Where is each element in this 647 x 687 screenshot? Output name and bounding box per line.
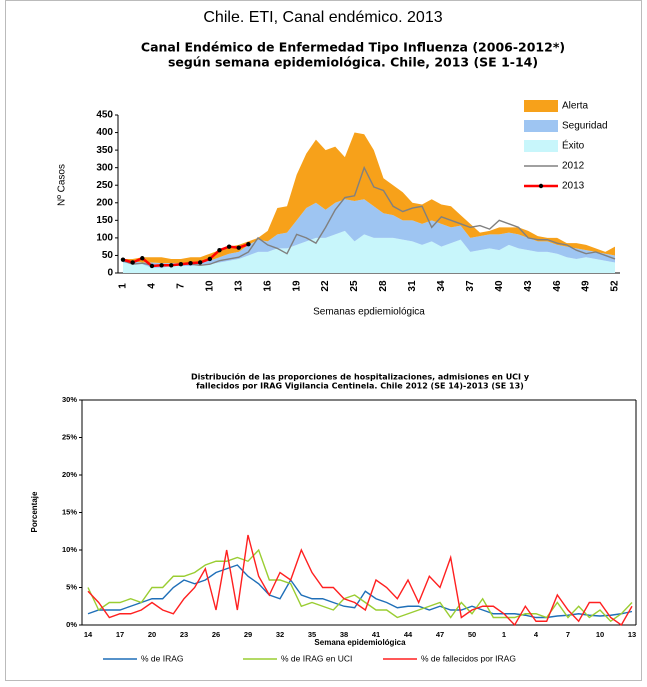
legend-swatch xyxy=(524,100,558,112)
marker xyxy=(217,247,222,253)
x-tick-label: 34 xyxy=(436,280,447,292)
y-tick-label: 450 xyxy=(96,110,113,121)
marker xyxy=(236,245,241,250)
line xyxy=(122,165,616,267)
x-tick-label: 4 xyxy=(147,283,158,289)
marker xyxy=(120,257,126,262)
x-tick-label: 52 xyxy=(610,280,621,292)
x-tick-label: 13 xyxy=(628,630,636,639)
legend-label: 2013 xyxy=(562,181,585,192)
x-tick-label: 17 xyxy=(116,630,124,639)
x-tick-label: 31 xyxy=(407,280,418,292)
legend-label: 2012 xyxy=(562,161,585,172)
x-tick-label: 1 xyxy=(118,283,129,289)
x-tick-label: 26 xyxy=(212,630,220,639)
marker xyxy=(159,263,164,268)
x-tick-label: 1 xyxy=(502,630,506,639)
x-tick-label: 25 xyxy=(349,280,360,292)
x-tick-label: 47 xyxy=(436,630,444,639)
area xyxy=(123,132,615,264)
y-tick-label: 0 xyxy=(107,268,113,279)
marker xyxy=(130,260,135,265)
x-tick-label: 4 xyxy=(534,630,539,639)
area xyxy=(123,230,615,273)
chart-title: según semana epidemiológica. Chile, 2013… xyxy=(168,55,538,70)
marker xyxy=(246,242,251,247)
legend-label: Éxito xyxy=(562,139,585,152)
marker xyxy=(226,244,232,249)
y-tick-label: 100 xyxy=(96,233,113,244)
x-tick-label: 10 xyxy=(596,630,604,639)
x-tick-label: 22 xyxy=(320,280,331,292)
legend-label: % de IRAG xyxy=(141,653,184,663)
y-tick-label: 5% xyxy=(66,582,77,591)
y-tick-label: 15% xyxy=(62,507,77,516)
x-tick-label: 7 xyxy=(566,630,570,639)
y-tick-label: 0% xyxy=(66,620,77,629)
x-tick-label: 29 xyxy=(244,630,252,639)
legend-label: % de IRAG en UCI xyxy=(281,653,352,663)
x-tick-label: 13 xyxy=(233,280,244,292)
x-tick-label: 23 xyxy=(180,630,188,639)
y-tick-label: 200 xyxy=(96,197,113,208)
y-tick-label: 20% xyxy=(62,470,77,479)
page-title: Chile. ETI, Canal endémico. 2013 xyxy=(203,9,442,26)
x-tick-label: 38 xyxy=(340,630,348,639)
y-tick-label: 10% xyxy=(62,545,77,554)
x-tick-label: 41 xyxy=(372,630,380,639)
legend-marker xyxy=(538,183,544,189)
y-axis-label: Porcentaje xyxy=(30,491,39,532)
legend-label: Seguridad xyxy=(562,121,608,132)
marker xyxy=(140,256,145,261)
x-tick-label: 49 xyxy=(581,280,592,292)
x-tick-label: 44 xyxy=(404,630,413,639)
line xyxy=(87,564,633,619)
x-tick-label: 46 xyxy=(552,280,563,292)
line xyxy=(87,548,633,623)
legend-swatch xyxy=(524,140,558,152)
x-tick-label: 35 xyxy=(308,630,316,639)
y-tick-label: 25% xyxy=(62,432,77,441)
y-tick-label: 30% xyxy=(62,395,77,404)
line xyxy=(87,534,633,627)
x-tick-label: 37 xyxy=(465,280,476,292)
marker xyxy=(188,260,193,266)
area xyxy=(123,199,615,268)
marker xyxy=(197,260,203,265)
x-tick-label: 7 xyxy=(176,283,187,289)
x-axis-label: Semana epidemiológica xyxy=(314,638,406,647)
x-tick-label: 43 xyxy=(523,280,534,292)
chart-title: Distribución de las proporciones de hosp… xyxy=(191,372,530,382)
marker xyxy=(178,262,184,267)
y-tick-label: 350 xyxy=(96,145,113,156)
x-tick-label: 20 xyxy=(148,630,156,639)
y-tick-label: 400 xyxy=(96,127,113,138)
frame xyxy=(5,0,642,681)
marker xyxy=(207,256,213,262)
x-tick-label: 10 xyxy=(204,280,215,292)
x-axis-label: Semanas epdiemiológica xyxy=(313,307,425,318)
y-tick-label: 50 xyxy=(102,250,114,261)
x-tick-label: 40 xyxy=(494,280,505,292)
x-tick-label: 14 xyxy=(84,630,93,639)
y-tick-label: 300 xyxy=(96,162,113,173)
marker xyxy=(169,263,174,268)
marker xyxy=(149,263,155,269)
x-tick-label: 50 xyxy=(468,630,476,639)
x-tick-label: 16 xyxy=(262,280,273,292)
chart-title: Canal Endémico de Enfermedad Tipo Influe… xyxy=(141,40,565,55)
chart-title: fallecidos por IRAG Vigilancia Centinela… xyxy=(196,382,524,391)
legend-label: % de fallecidos por IRAG xyxy=(421,653,516,663)
y-axis-label: Nº Casos xyxy=(57,164,68,206)
x-tick-label: 19 xyxy=(291,280,302,292)
y-tick-label: 150 xyxy=(96,215,113,226)
x-tick-label: 28 xyxy=(378,280,389,292)
x-tick-label: 32 xyxy=(276,630,284,639)
y-tick-label: 250 xyxy=(96,180,113,191)
legend-swatch xyxy=(524,120,558,132)
legend-label: Alerta xyxy=(562,101,589,112)
